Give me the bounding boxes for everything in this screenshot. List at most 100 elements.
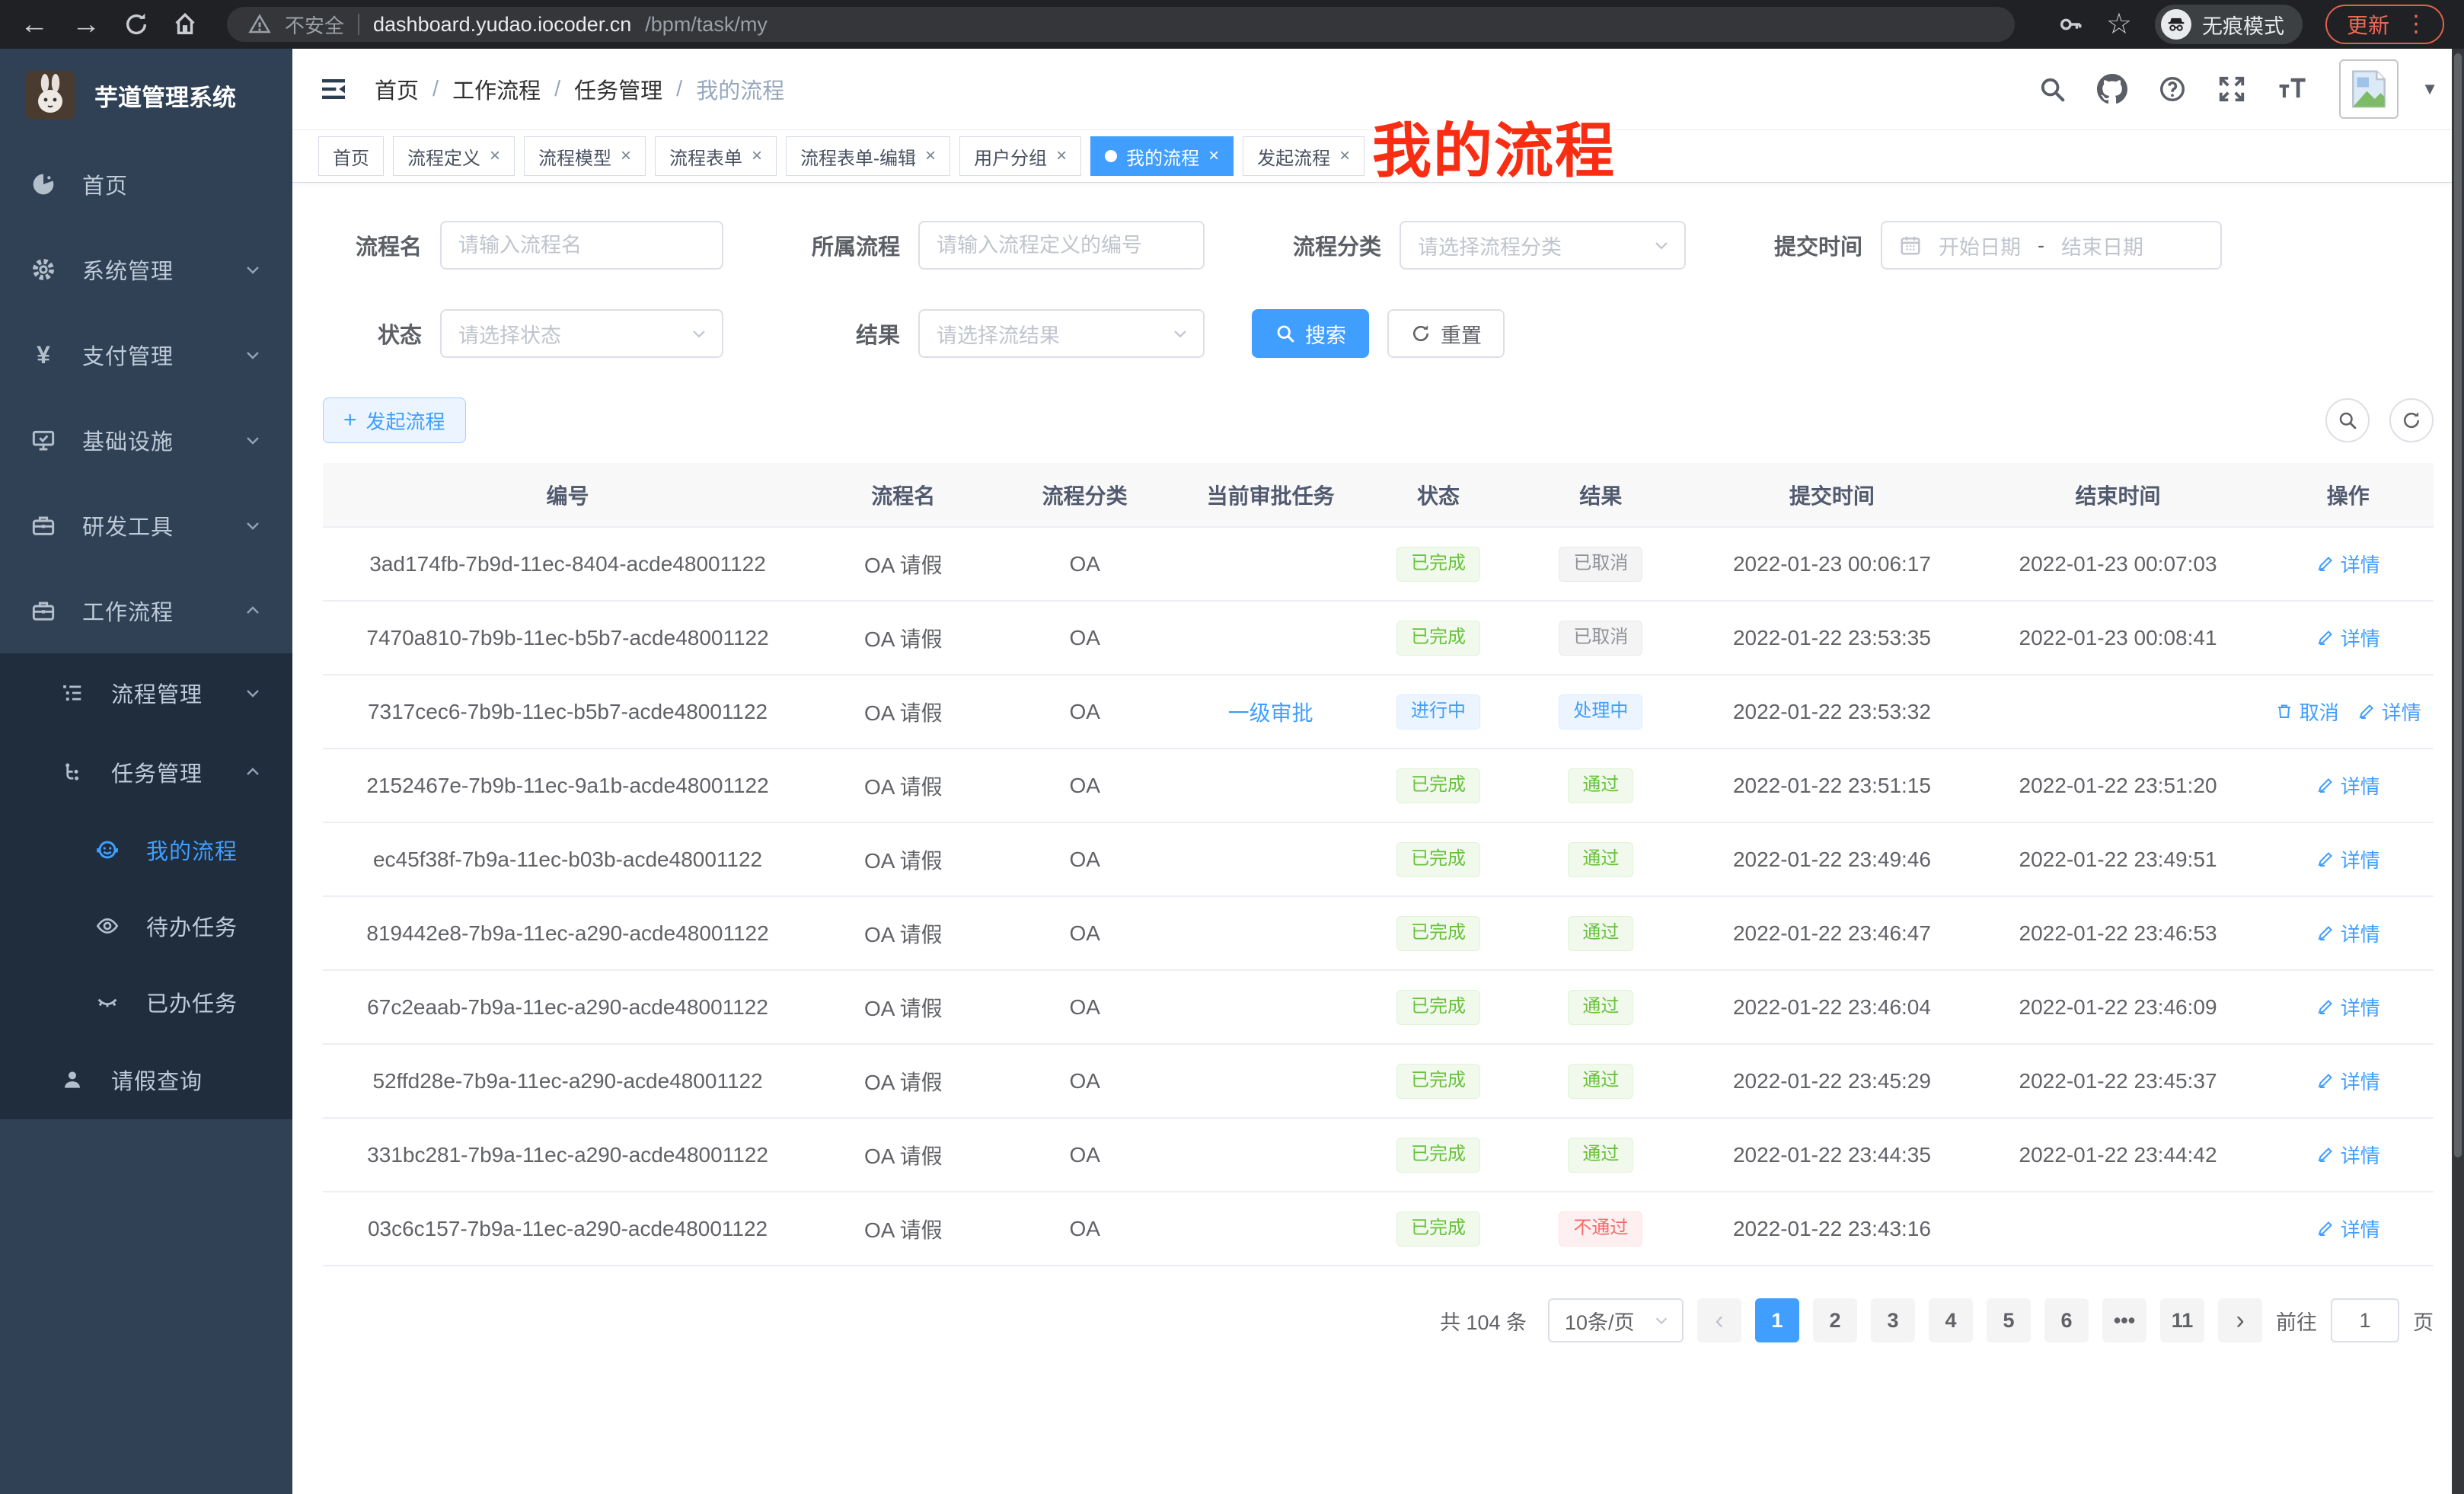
browser-forward-icon[interactable]: → bbox=[72, 8, 101, 40]
avatar[interactable] bbox=[2339, 59, 2399, 119]
detail-link[interactable]: 详情 bbox=[2316, 624, 2380, 652]
yen-icon: ¥ bbox=[37, 340, 50, 369]
show-search-icon[interactable] bbox=[2325, 398, 2370, 442]
search-button[interactable]: 搜索 bbox=[1252, 309, 1369, 358]
browser-home-icon[interactable] bbox=[172, 11, 198, 37]
fullscreen-icon[interactable] bbox=[2217, 75, 2246, 104]
close-icon[interactable]: × bbox=[490, 145, 501, 166]
github-icon[interactable] bbox=[2097, 74, 2128, 104]
breadcrumb-workflow[interactable]: 工作流程 bbox=[452, 79, 541, 104]
sidebar-collapse-icon[interactable] bbox=[318, 74, 349, 104]
detail-link[interactable]: 详情 bbox=[2316, 919, 2380, 947]
next-page-button[interactable]: › bbox=[2218, 1298, 2262, 1342]
cell-status: 已完成 bbox=[1365, 896, 1511, 971]
bookmark-star-icon[interactable]: ☆ bbox=[2105, 8, 2132, 40]
detail-link[interactable]: 详情 bbox=[2316, 1067, 2380, 1095]
current-task-link[interactable]: 一级审批 bbox=[1227, 701, 1313, 725]
detail-link[interactable]: 详情 bbox=[2357, 698, 2421, 726]
cell-task bbox=[1175, 1044, 1366, 1119]
cancel-link[interactable]: 取消 bbox=[2275, 698, 2339, 726]
page-button-5[interactable]: 5 bbox=[1987, 1298, 2031, 1342]
page-button-1[interactable]: 1 bbox=[1755, 1298, 1799, 1342]
sidebar-item-payment[interactable]: ¥ 支付管理 bbox=[0, 312, 292, 397]
scrollbar-thumb[interactable] bbox=[2454, 53, 2462, 1157]
browser-reload-icon[interactable] bbox=[123, 11, 149, 37]
scrollbar[interactable] bbox=[2452, 49, 2464, 1494]
chevron-down-icon bbox=[690, 324, 708, 343]
eye-closed-icon bbox=[94, 990, 120, 1014]
detail-link[interactable]: 详情 bbox=[2316, 1141, 2380, 1169]
detail-link[interactable]: 详情 bbox=[2316, 993, 2380, 1021]
page-unit-label: 页 bbox=[2413, 1310, 2434, 1334]
tag-tab-process-model[interactable]: 流程模型 × bbox=[524, 136, 646, 176]
close-icon[interactable]: × bbox=[621, 145, 632, 166]
sidebar-item-system[interactable]: 系统管理 bbox=[0, 227, 292, 312]
process-definition-input[interactable] bbox=[918, 221, 1205, 270]
result-tag: 通过 bbox=[1568, 768, 1634, 803]
sidebar-item-done-tasks[interactable]: 已办任务 bbox=[0, 964, 292, 1040]
sidebar-item-workflow[interactable]: 工作流程 bbox=[0, 568, 292, 653]
avatar-caret-icon[interactable]: ▼ bbox=[2421, 79, 2438, 98]
tag-tab-home[interactable]: 首页 bbox=[318, 136, 384, 176]
page-button-4[interactable]: 4 bbox=[1929, 1298, 1973, 1342]
app-logo[interactable]: 芋道管理系统 bbox=[0, 49, 292, 142]
sidebar-item-leave-query[interactable]: 请假查询 bbox=[0, 1040, 292, 1119]
page-size-select[interactable]: 10条/页 bbox=[1548, 1298, 1684, 1342]
submit-time-range-picker[interactable]: 开始日期 - 结束日期 bbox=[1881, 221, 2222, 270]
col-category: 流程分类 bbox=[994, 463, 1176, 527]
font-size-icon[interactable] bbox=[2277, 75, 2309, 104]
page-button-11[interactable]: 11 bbox=[2160, 1298, 2204, 1342]
breadcrumb-home[interactable]: 首页 bbox=[375, 79, 420, 104]
close-icon[interactable]: × bbox=[1339, 145, 1351, 166]
result-select[interactable]: 请选择流结果 bbox=[918, 309, 1205, 358]
tag-tab-process-definition[interactable]: 流程定义 × bbox=[393, 136, 515, 176]
breadcrumb-task-management[interactable]: 任务管理 bbox=[574, 79, 663, 104]
tag-tab-user-group[interactable]: 用户分组 × bbox=[959, 136, 1082, 176]
cell-result: 处理中 bbox=[1511, 675, 1691, 749]
sidebar-item-dev-tools[interactable]: 研发工具 bbox=[0, 483, 292, 568]
cell-category: OA bbox=[994, 1192, 1176, 1266]
col-status: 状态 bbox=[1365, 463, 1511, 527]
tag-tab-process-form-edit[interactable]: 流程表单-编辑 × bbox=[786, 136, 951, 176]
sidebar-item-home[interactable]: 首页 bbox=[0, 142, 292, 227]
detail-link[interactable]: 详情 bbox=[2316, 845, 2380, 873]
sidebar-item-process-management[interactable]: 流程管理 bbox=[0, 653, 292, 733]
status-select[interactable]: 请选择状态 bbox=[440, 309, 723, 358]
tag-tab-process-form[interactable]: 流程表单 × bbox=[655, 136, 777, 176]
sidebar-item-task-management[interactable]: 任务管理 bbox=[0, 733, 292, 812]
detail-link[interactable]: 详情 bbox=[2316, 550, 2380, 578]
detail-link[interactable]: 详情 bbox=[2316, 771, 2380, 800]
address-bar[interactable]: 不安全 dashboard.yudao.iocoder.cn /bpm/task… bbox=[227, 7, 2015, 42]
password-key-icon[interactable] bbox=[2057, 11, 2083, 37]
active-dot bbox=[1105, 150, 1118, 162]
refresh-icon[interactable] bbox=[2389, 398, 2434, 442]
close-icon[interactable]: × bbox=[752, 145, 763, 166]
page-button-6[interactable]: 6 bbox=[2044, 1298, 2089, 1342]
goto-page-input[interactable] bbox=[2331, 1298, 2399, 1342]
page-button-2[interactable]: 2 bbox=[1813, 1298, 1857, 1342]
sidebar-item-todo-tasks[interactable]: 待办任务 bbox=[0, 888, 292, 964]
sidebar-item-my-process[interactable]: 我的流程 bbox=[0, 812, 292, 888]
more-pages-button[interactable]: ••• bbox=[2102, 1298, 2146, 1342]
browser-update-button[interactable]: 更新 ⋮ bbox=[2325, 5, 2444, 44]
reset-button[interactable]: 重置 bbox=[1387, 309, 1505, 358]
tab-label: 流程表单 bbox=[669, 148, 743, 169]
tag-tab-start-process[interactable]: 发起流程 × bbox=[1243, 136, 1365, 176]
status-tag: 已完成 bbox=[1396, 1063, 1480, 1099]
help-icon[interactable] bbox=[2158, 75, 2187, 104]
prev-page-button[interactable]: ‹ bbox=[1697, 1298, 1741, 1342]
category-select[interactable]: 请选择流程分类 bbox=[1400, 221, 1686, 270]
detail-link[interactable]: 详情 bbox=[2316, 1215, 2380, 1243]
page-content: 流程名 所属流程 流程分类 请选择流程分类 提交时间 bbox=[292, 183, 2464, 1373]
close-icon[interactable]: × bbox=[925, 145, 937, 166]
browser-back-icon[interactable]: ← bbox=[20, 8, 49, 40]
page-button-3[interactable]: 3 bbox=[1871, 1298, 1915, 1342]
search-icon[interactable] bbox=[2038, 75, 2067, 104]
tag-tab-my-process[interactable]: 我的流程 × bbox=[1090, 136, 1234, 176]
close-icon[interactable]: × bbox=[1056, 145, 1068, 166]
start-process-button[interactable]: + 发起流程 bbox=[323, 397, 466, 443]
process-name-input[interactable] bbox=[440, 221, 723, 270]
close-icon[interactable]: × bbox=[1208, 145, 1220, 166]
browser-menu-icon[interactable]: ⋮ bbox=[2405, 11, 2427, 37]
sidebar-item-infrastructure[interactable]: 基础设施 bbox=[0, 397, 292, 483]
